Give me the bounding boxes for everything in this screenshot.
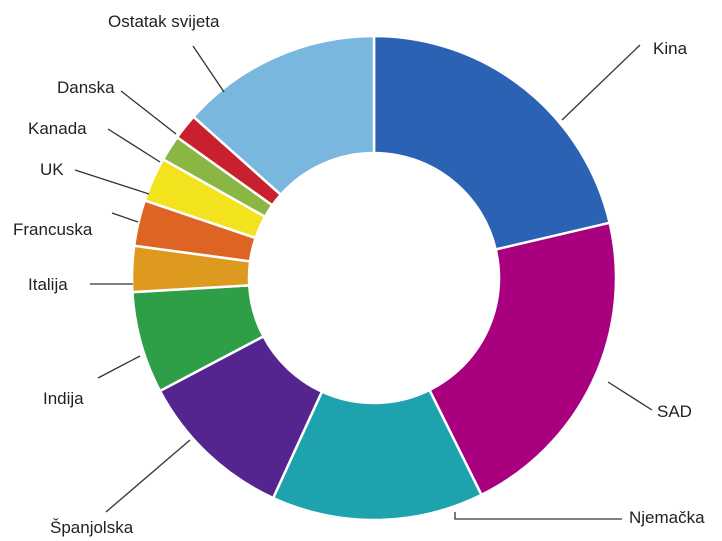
label-kanada: Kanada (28, 119, 87, 138)
slice-kina (372, 34, 612, 252)
slice-njemacka (271, 388, 484, 522)
leader-line-spanjolska (105, 439, 191, 513)
label-leader-lines (74, 44, 653, 520)
label-spanjolska: Španjolska (50, 518, 134, 537)
leader-line-indija (97, 355, 141, 379)
leader-line-njemacka (454, 512, 622, 520)
leader-line-kina (561, 44, 641, 121)
leader-line-francuska (111, 212, 139, 223)
leader-line-ostatak-svijeta (192, 45, 225, 93)
label-uk: UK (40, 160, 64, 179)
label-njemacka: Njemačka (629, 508, 705, 527)
label-danska: Danska (57, 78, 115, 97)
slice-ostatak-svijeta (191, 34, 376, 197)
slice-sad (427, 221, 618, 497)
leader-line-kanada (107, 128, 161, 163)
leader-line-uk (74, 169, 150, 195)
leader-line-sad (607, 381, 653, 411)
label-indija: Indija (43, 389, 84, 408)
label-italija: Italija (28, 275, 68, 294)
label-francuska: Francuska (13, 220, 93, 239)
label-kina: Kina (653, 39, 688, 58)
leader-line-danska (120, 90, 177, 135)
label-sad: SAD (657, 402, 692, 421)
chart-labels: Kina SAD Njemačka Španjolska Indija Ital… (13, 12, 705, 537)
label-ostatak-svijeta: Ostatak svijeta (108, 12, 220, 31)
chart-slices (130, 34, 618, 522)
